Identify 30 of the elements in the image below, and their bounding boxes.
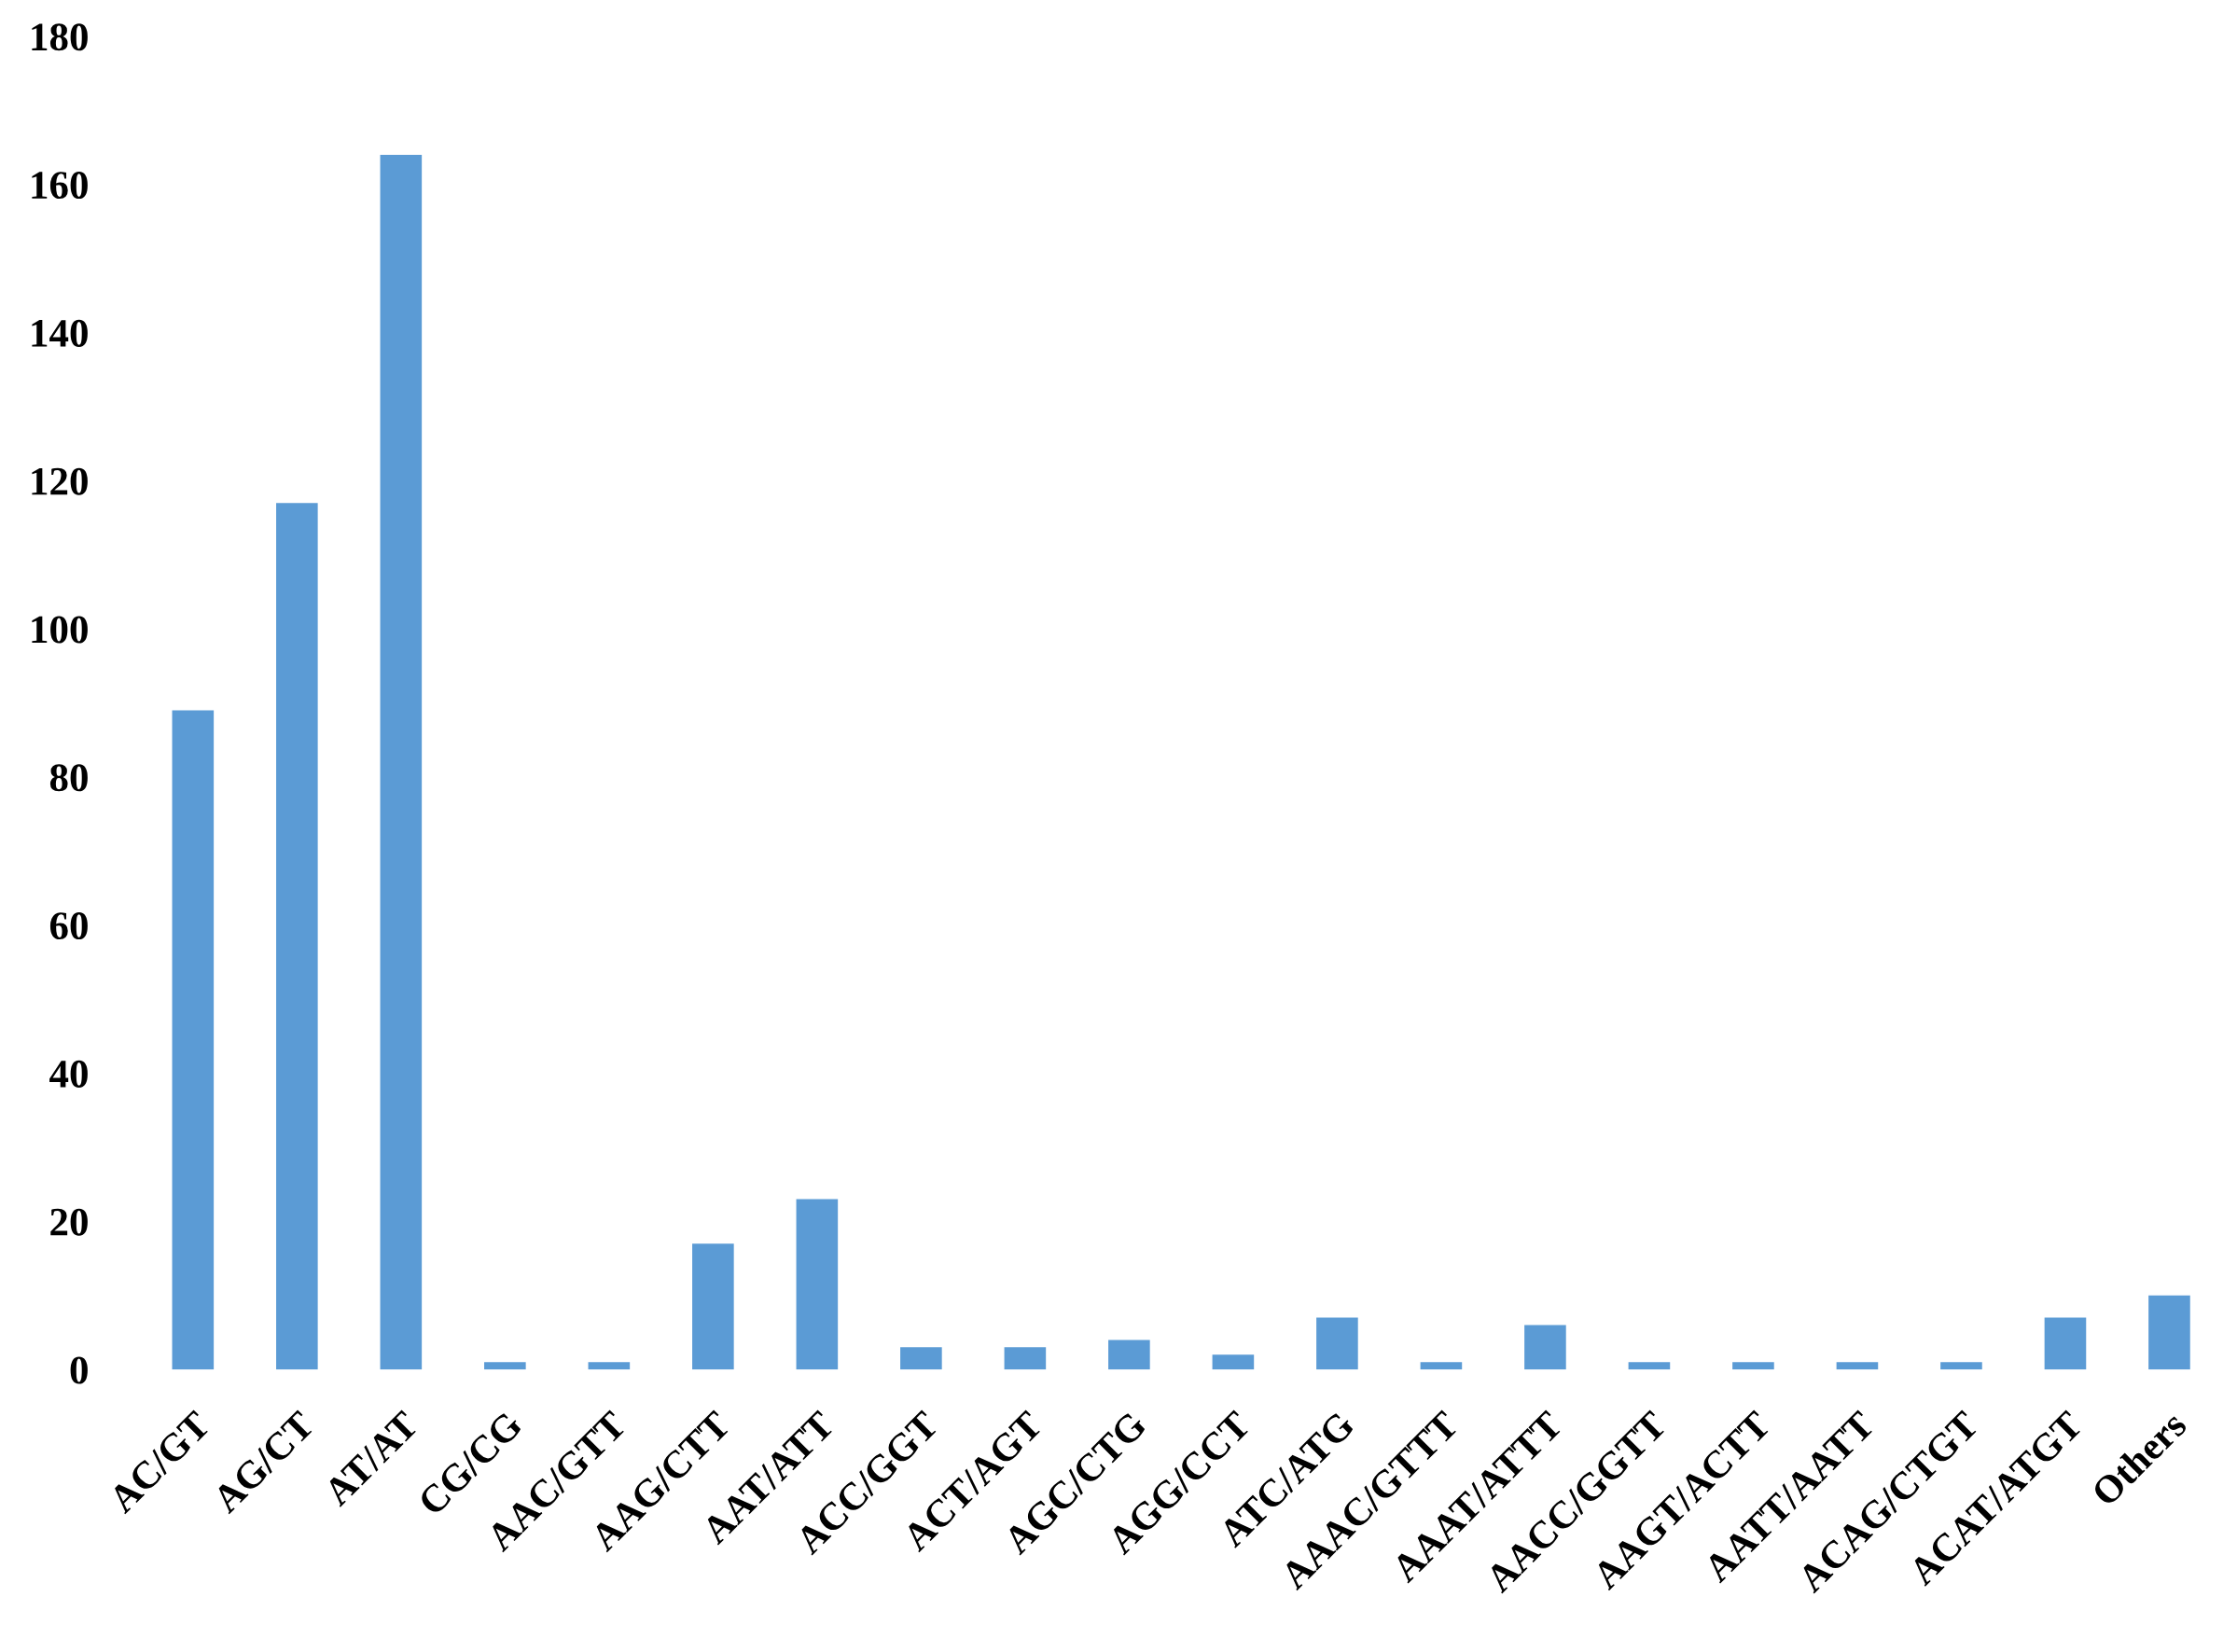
bar [1940, 1362, 1982, 1370]
bar [1628, 1362, 1671, 1370]
bar [692, 1243, 734, 1370]
y-tick-label: 180 [32, 23, 88, 51]
bar [1836, 1362, 1879, 1370]
bar [2148, 1295, 2190, 1370]
bar [588, 1362, 631, 1370]
bar [1524, 1325, 1566, 1370]
bar [2044, 1317, 2087, 1370]
bar [900, 1347, 942, 1370]
y-tick-label: 160 [32, 172, 88, 200]
bar [172, 710, 215, 1370]
bar [380, 155, 423, 1370]
bar [1004, 1347, 1047, 1370]
bar [1732, 1362, 1774, 1370]
y-tick-label: 20 [50, 1208, 88, 1236]
y-tick-label: 80 [49, 764, 88, 792]
y-tick-label: 140 [32, 319, 88, 347]
bar [1316, 1317, 1358, 1370]
y-tick-label: 60 [49, 912, 88, 940]
bar [1420, 1362, 1463, 1370]
y-tick-label: 40 [49, 1060, 88, 1088]
y-tick-label: 120 [32, 467, 88, 495]
bar [1108, 1340, 1150, 1370]
bar [484, 1362, 526, 1370]
bar [1212, 1354, 1255, 1370]
y-tick-label: 0 [70, 1356, 88, 1384]
bar [276, 503, 318, 1370]
bar [796, 1199, 839, 1370]
y-tick-label: 100 [32, 616, 88, 644]
